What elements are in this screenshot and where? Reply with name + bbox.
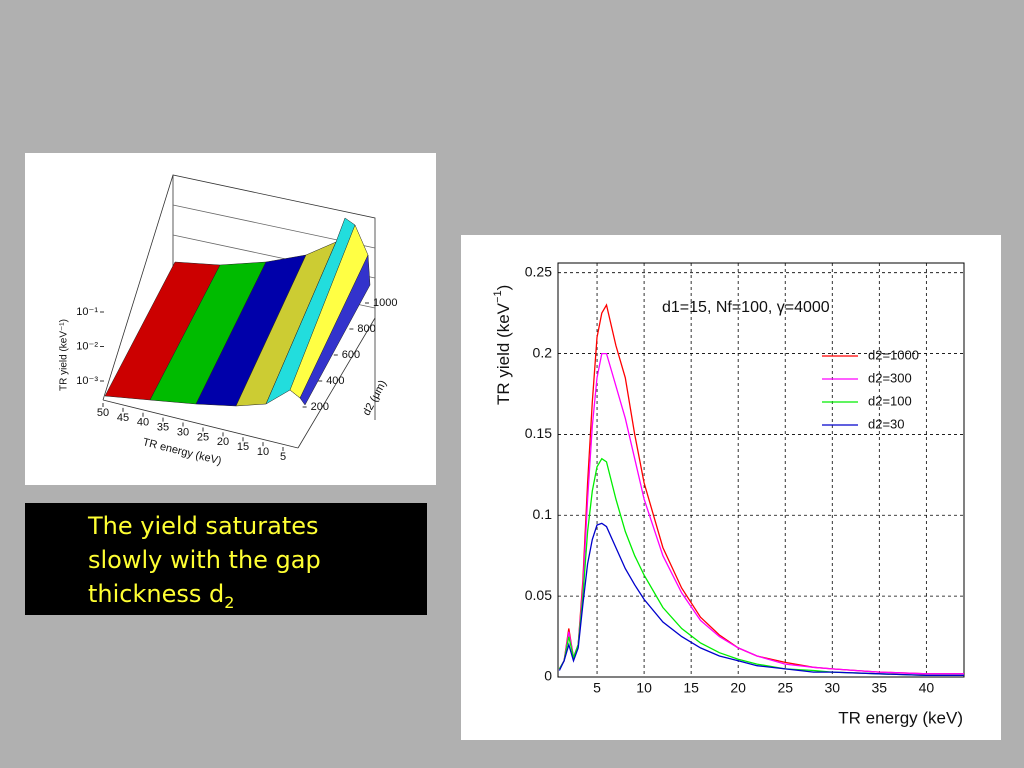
x-tick-label: 5 bbox=[280, 451, 286, 463]
y-tick-label: 0.2 bbox=[533, 344, 553, 360]
surface-bands bbox=[104, 217, 371, 407]
y-axis-label-end: ) bbox=[494, 285, 513, 291]
x-tick-label: 20 bbox=[730, 680, 746, 696]
x-tick-label: 40 bbox=[919, 680, 935, 696]
y-axis-label-text: TR yield (keV bbox=[494, 302, 513, 405]
line-panel bbox=[461, 235, 1001, 740]
x-tick-label: 45 bbox=[117, 412, 129, 424]
x-axis-label: TR energy (keV) bbox=[838, 708, 963, 727]
caption-text: thickness d bbox=[88, 580, 225, 608]
y-axis-label: TR yield (keV−1) bbox=[492, 285, 514, 405]
caption-text: The yield saturates bbox=[88, 512, 319, 540]
y-tick-label: 0.1 bbox=[533, 506, 553, 522]
y-tick-label: 800 bbox=[357, 323, 375, 335]
legend-label: d2=1000 bbox=[868, 347, 919, 362]
caption-subscript: 2 bbox=[224, 592, 235, 612]
x-tick-label: 25 bbox=[777, 680, 793, 696]
z-tick-label: 10⁻³ bbox=[76, 375, 98, 387]
x-tick-label: 20 bbox=[217, 436, 229, 448]
x-tick-label: 35 bbox=[872, 680, 888, 696]
x-tick-label: 30 bbox=[177, 426, 189, 438]
legend-label: d2=300 bbox=[868, 370, 912, 385]
caption-text: slowly with the gap bbox=[88, 546, 321, 574]
x-tick-label: 15 bbox=[683, 680, 699, 696]
caption-box: The yield saturates slowly with the gap th… bbox=[25, 503, 427, 615]
x-tick-label: 50 bbox=[97, 407, 109, 419]
x-tick-label: 10 bbox=[636, 680, 652, 696]
z-axis-label: TR yield (keV⁻¹) bbox=[59, 319, 70, 391]
plot-frame bbox=[557, 262, 965, 678]
x-tick-label: 5 bbox=[593, 680, 601, 696]
y-tick-label: 0.05 bbox=[525, 587, 552, 603]
x-tick-label: 15 bbox=[237, 441, 249, 453]
z-tick-label: 10⁻² bbox=[76, 340, 98, 352]
y-tick-label: 600 bbox=[342, 349, 360, 361]
y-tick-label: 400 bbox=[326, 375, 344, 387]
legend-label: d2=30 bbox=[868, 416, 905, 431]
y-tick-label: 0.25 bbox=[525, 263, 552, 279]
annotation: d1=15, Nf=100, γ=4000 bbox=[662, 299, 830, 316]
x-tick-label: 30 bbox=[824, 680, 840, 696]
y-tick-label: 0 bbox=[544, 668, 552, 684]
series-line bbox=[558, 522, 964, 677]
y-axis-label-sup: −1 bbox=[492, 290, 504, 303]
caption-line: thickness d2 bbox=[88, 577, 234, 620]
caption-line: The yield saturates bbox=[88, 509, 319, 543]
y-tick-label: 200 bbox=[311, 401, 329, 413]
legend-label: d2=100 bbox=[868, 393, 912, 408]
z-tick-label: 10⁻¹ bbox=[76, 306, 98, 318]
x-tick-label: 25 bbox=[197, 431, 209, 443]
caption-line: slowly with the gap bbox=[88, 543, 321, 577]
x-tick-label: 35 bbox=[157, 422, 169, 434]
y-tick-label: 0.15 bbox=[525, 425, 552, 441]
x-tick-label: 10 bbox=[257, 446, 269, 458]
y-tick-label: 1000 bbox=[373, 297, 397, 309]
x-tick-label: 40 bbox=[137, 417, 149, 429]
